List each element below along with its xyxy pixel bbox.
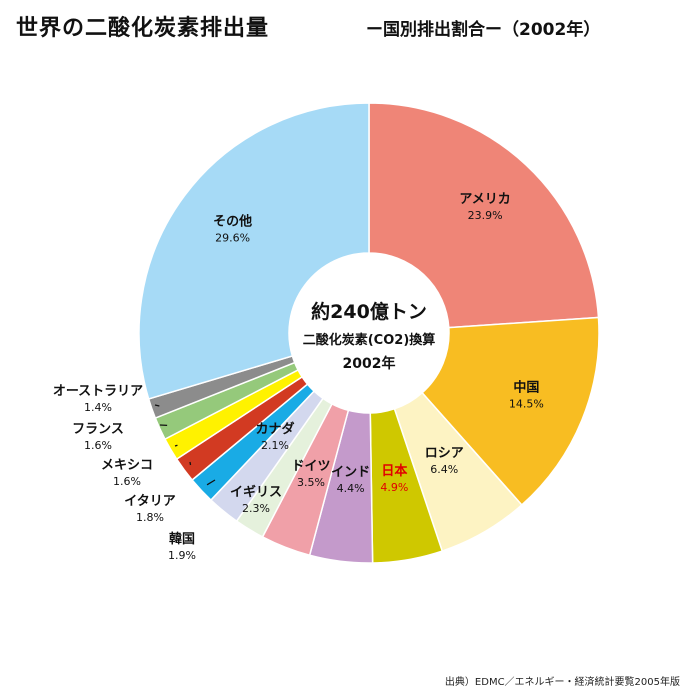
slice-value-label: 1.8% xyxy=(136,511,164,524)
slice-label: ロシア xyxy=(425,446,464,461)
slice-label: メキシコ xyxy=(101,458,153,473)
leader-line xyxy=(189,461,192,466)
slice-label: フランス xyxy=(72,422,124,437)
leader-line-group xyxy=(154,404,216,486)
slice-value-label: 2.1% xyxy=(261,439,289,452)
slice-label: イタリア xyxy=(124,494,175,509)
slice-value-label: 6.4% xyxy=(430,463,458,476)
slice-value-label: 1.4% xyxy=(84,401,112,414)
slice-label: オーストラリア xyxy=(53,384,143,399)
slice-value-label: 4.9% xyxy=(380,481,408,494)
leader-line xyxy=(174,444,178,447)
slice-value-label: 1.6% xyxy=(113,475,141,488)
slice-label: アメリカ xyxy=(459,192,510,207)
slice-label: カナダ xyxy=(255,421,294,437)
center-total-text: 約240億トン xyxy=(311,300,427,323)
slice-value-label: 3.5% xyxy=(297,476,325,489)
slice-value-label: 23.9% xyxy=(468,209,503,222)
slice-label: イギリス xyxy=(230,484,282,500)
slice-label: ドイツ xyxy=(291,459,330,474)
leader-line xyxy=(206,479,216,486)
slice-label: 韓国 xyxy=(169,531,195,547)
center-unit-text: 二酸化炭素(CO2)換算 xyxy=(303,332,436,348)
center-year-text: 2002年 xyxy=(343,355,396,372)
center-hole xyxy=(289,253,449,413)
leader-line xyxy=(154,404,160,407)
chart-title: 世界の二酸化炭素排出量 xyxy=(16,16,270,41)
slice-group xyxy=(138,102,600,564)
slice-label: 日本 xyxy=(381,463,407,479)
slice-value-label: 1.9% xyxy=(168,549,196,562)
slice-label: 中国 xyxy=(513,379,539,395)
chart-subtitle: ー国別排出割合ー（2002年） xyxy=(366,20,601,40)
slice-value-label: 29.6% xyxy=(215,231,250,244)
slice-label-group: アメリカ 23.9% 中国 14.5% ロシア 6.4% 日本 4.9% インド 4.4% ドイツ 3… xyxy=(53,192,544,562)
slice-value-label: 4.4% xyxy=(337,482,365,495)
slice-value-label: 14.5% xyxy=(509,397,544,410)
slice-label: その他 xyxy=(213,213,252,229)
slice-value-label: 1.6% xyxy=(84,439,112,452)
slice-label: インド xyxy=(331,465,370,480)
source-note: 出典）EDMC／エネルギー・経済統計要覧2005年版 xyxy=(444,677,680,688)
slice-value-label: 2.3% xyxy=(242,502,270,515)
